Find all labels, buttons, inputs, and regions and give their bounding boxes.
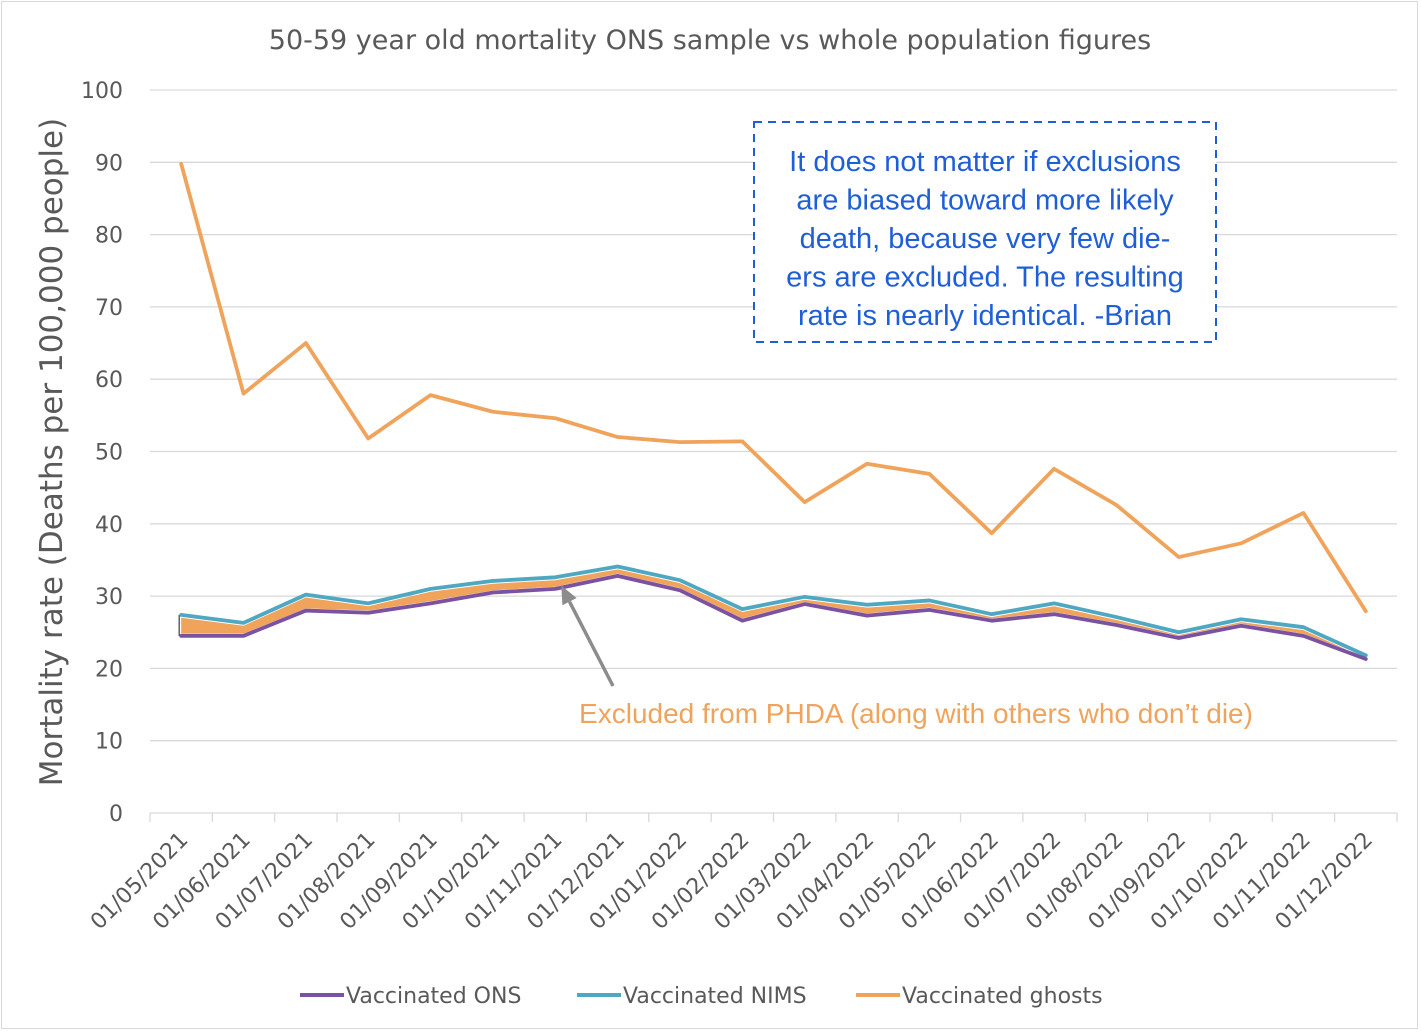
series-line-vaccinated-nims — [179, 564, 1368, 658]
legend-label: Vaccinated ONS — [346, 984, 521, 1009]
annotation-note-line: are biased toward more likely — [796, 185, 1174, 217]
y-tick-label: 0 — [109, 802, 123, 827]
y-axis-label: Mortality rate (Deaths per 100,000 peopl… — [34, 118, 70, 786]
series-line-vaccinated-ghosts — [179, 161, 1368, 614]
legend: Vaccinated ONS Vaccinated NIMS Vaccinated … — [300, 984, 1103, 1009]
y-tick-labels: 0 10 20 30 40 50 60 70 80 90 100 — [81, 79, 123, 827]
y-tick-label: 70 — [95, 296, 123, 321]
y-tick-label: 90 — [95, 151, 123, 176]
y-tick-label: 20 — [95, 657, 123, 682]
legend-item: Vaccinated NIMS — [577, 984, 807, 1009]
y-tick-label: 30 — [95, 585, 123, 610]
y-tick-label: 40 — [95, 513, 123, 538]
annotation-note-line: It does not matter if exclusions — [789, 146, 1181, 178]
series-lines — [179, 161, 1368, 661]
excluded-gap-fill — [181, 569, 1366, 659]
legend-label: Vaccinated NIMS — [623, 984, 807, 1009]
series-line-vaccinated-ons — [179, 573, 1368, 661]
y-tick-label: 50 — [95, 441, 123, 466]
annotation-note-box — [753, 121, 1217, 343]
x-tick-labels: 01/05/202101/06/202101/07/202101/08/2021… — [86, 813, 1398, 935]
annotation-note-line: rate is nearly identical. -Brian — [798, 300, 1172, 332]
y-tick-label: 60 — [95, 368, 123, 393]
excluded-label: Excluded from PHDA (along with others wh… — [579, 698, 1253, 729]
y-tick-label: 100 — [81, 79, 123, 104]
annotation-note-line: death, because very few die- — [800, 223, 1171, 255]
excluded-annotation: Excluded from PHDA (along with others wh… — [561, 585, 1253, 729]
arrow-shaft — [567, 600, 615, 687]
excluded-gap-area — [178, 569, 1366, 659]
annotation-note-line: ers are excluded. The resulting — [786, 262, 1184, 294]
legend-item: Vaccinated ONS — [300, 984, 521, 1009]
legend-item: Vaccinated ghosts — [856, 984, 1103, 1009]
arrow-head — [561, 585, 577, 606]
annotation-note: It does not matter if exclusions are bias… — [753, 121, 1217, 343]
chart-title: 50-59 year old mortality ONS sample vs w… — [269, 25, 1151, 56]
legend-label: Vaccinated ghosts — [902, 984, 1103, 1009]
y-tick-label: 80 — [95, 224, 123, 249]
y-tick-label: 10 — [95, 730, 123, 755]
